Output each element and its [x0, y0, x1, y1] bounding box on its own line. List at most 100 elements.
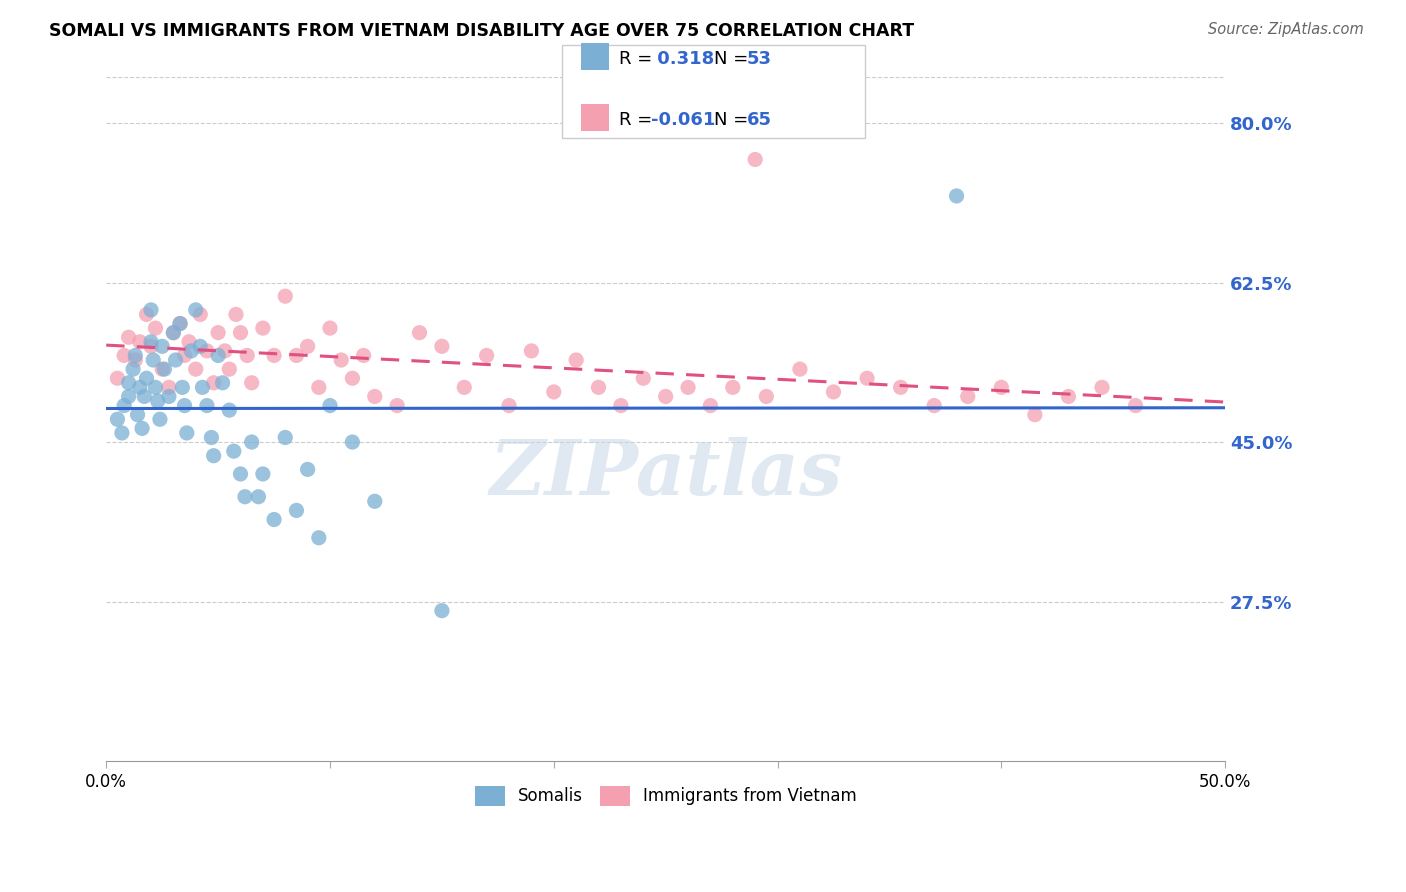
- Point: [342, 435, 364, 450]
- Point: [172, 380, 194, 394]
- Point: [543, 384, 565, 399]
- Legend: Somalis, Immigrants from Vietnam: Somalis, Immigrants from Vietnam: [467, 777, 865, 814]
- Point: [588, 380, 610, 394]
- Point: [207, 348, 229, 362]
- Point: [222, 444, 245, 458]
- Point: [200, 430, 222, 444]
- Text: -0.061: -0.061: [651, 112, 716, 129]
- Text: 0.318: 0.318: [651, 50, 714, 68]
- Point: [252, 321, 274, 335]
- Point: [364, 494, 387, 508]
- Point: [1091, 380, 1114, 394]
- Point: [342, 371, 364, 385]
- Point: [330, 353, 353, 368]
- Point: [112, 399, 135, 413]
- Text: 53: 53: [747, 50, 772, 68]
- Point: [520, 343, 543, 358]
- Point: [117, 389, 139, 403]
- Point: [127, 408, 149, 422]
- Point: [117, 330, 139, 344]
- Point: [274, 289, 297, 303]
- Text: R =: R =: [619, 112, 658, 129]
- Point: [856, 371, 879, 385]
- Point: [149, 412, 172, 426]
- Point: [823, 384, 845, 399]
- Point: [150, 339, 173, 353]
- Point: [1125, 399, 1147, 413]
- Point: [218, 362, 240, 376]
- Point: [676, 380, 699, 394]
- Point: [107, 371, 129, 385]
- Point: [945, 189, 967, 203]
- Point: [188, 339, 211, 353]
- Point: [364, 389, 387, 403]
- Point: [430, 339, 453, 353]
- Point: [297, 339, 319, 353]
- Point: [177, 334, 200, 349]
- Point: [240, 435, 263, 450]
- Point: [135, 308, 157, 322]
- Point: [157, 380, 180, 394]
- Point: [218, 403, 240, 417]
- Point: [610, 399, 633, 413]
- Point: [721, 380, 744, 394]
- Point: [146, 394, 169, 409]
- Point: [135, 371, 157, 385]
- Point: [131, 421, 153, 435]
- Point: [297, 462, 319, 476]
- Point: [202, 449, 225, 463]
- Point: [195, 399, 218, 413]
- Point: [475, 348, 498, 362]
- Point: [408, 326, 430, 340]
- Point: [353, 348, 375, 362]
- Point: [207, 326, 229, 340]
- Point: [162, 326, 184, 340]
- Point: [180, 343, 202, 358]
- Point: [308, 531, 330, 545]
- Point: [173, 399, 195, 413]
- Point: [124, 353, 146, 368]
- Point: [111, 425, 134, 440]
- Point: [162, 326, 184, 340]
- Point: [233, 490, 256, 504]
- Point: [139, 302, 162, 317]
- Point: [285, 503, 308, 517]
- Point: [565, 353, 588, 368]
- Point: [176, 425, 198, 440]
- Point: [184, 302, 207, 317]
- Point: [229, 326, 252, 340]
- Point: [633, 371, 655, 385]
- Point: [385, 399, 408, 413]
- Point: [699, 399, 721, 413]
- Point: [285, 348, 308, 362]
- Point: [191, 380, 214, 394]
- Point: [173, 348, 195, 362]
- Point: [128, 334, 150, 349]
- Point: [956, 389, 979, 403]
- Point: [169, 317, 191, 331]
- Point: [1057, 389, 1080, 403]
- Point: [744, 153, 766, 167]
- Point: [225, 308, 247, 322]
- Text: ZIPatlas: ZIPatlas: [489, 437, 842, 511]
- Point: [236, 348, 259, 362]
- Point: [122, 362, 145, 376]
- Point: [139, 339, 162, 353]
- Point: [274, 430, 297, 444]
- Point: [202, 376, 225, 390]
- Point: [139, 334, 162, 349]
- Point: [263, 512, 285, 526]
- Point: [150, 362, 173, 376]
- Point: [157, 389, 180, 403]
- Point: [188, 308, 211, 322]
- Point: [145, 380, 167, 394]
- Point: [308, 380, 330, 394]
- Point: [240, 376, 263, 390]
- Point: [142, 353, 165, 368]
- Point: [169, 317, 191, 331]
- Point: [252, 467, 274, 481]
- Point: [112, 348, 135, 362]
- Point: [990, 380, 1012, 394]
- Point: [922, 399, 945, 413]
- Point: [453, 380, 475, 394]
